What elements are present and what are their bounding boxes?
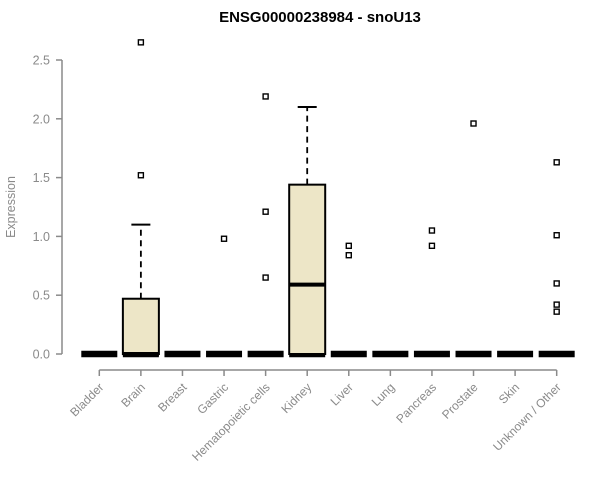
y-tick-label: 2.0 [33, 112, 50, 126]
x-tick-label-prostate: Prostate [439, 380, 481, 422]
x-tick-label-liver: Liver [328, 380, 356, 408]
box-rect [288, 183, 327, 355]
zero-bar [247, 350, 284, 358]
x-tick-label-pancreas: Pancreas [393, 380, 439, 426]
box-group-hematopoietic-cells [247, 93, 284, 358]
outlier-marker [137, 39, 145, 46]
zero-bar [413, 350, 450, 358]
x-tick-label-skin: Skin [496, 380, 522, 406]
outlier-marker [345, 242, 352, 250]
x-tick-label-kidney: Kidney [278, 380, 314, 416]
x-tick-label-brain: Brain [118, 380, 148, 410]
outlier-marker [262, 208, 269, 215]
zero-bar [455, 350, 492, 358]
box-rect [121, 297, 160, 355]
box-group-kidney [288, 106, 327, 358]
chart-title: ENSG00000238984 - snoU13 [219, 9, 421, 26]
x-tick-label-bladder: Bladder [67, 380, 106, 419]
box-group-breast [164, 350, 201, 358]
y-tick-label: 1.5 [33, 171, 50, 185]
zero-bar [206, 350, 243, 358]
y-axis: 0.0 0.5 1.0 1.5 2.0 2.5 [33, 54, 63, 362]
plot-area [81, 39, 575, 358]
outlier-marker [428, 242, 436, 250]
outlier-marker [262, 274, 269, 281]
zero-bar [330, 350, 367, 358]
zero-bar [372, 350, 409, 358]
outlier-marker [137, 172, 145, 179]
zero-bar [81, 350, 118, 358]
box-group-liver [330, 242, 367, 358]
y-tick-label: 1.0 [33, 230, 50, 244]
outlier-marker [262, 93, 269, 100]
y-tick-label: 2.5 [33, 54, 50, 68]
outlier-marker [553, 301, 560, 308]
box-group-gastric [206, 235, 243, 358]
outlier-marker [345, 252, 352, 259]
outlier-marker [470, 120, 477, 127]
box-group-lung [372, 350, 409, 358]
x-tick-label-lung: Lung [369, 380, 398, 409]
x-tick-label-hematopoietic-cells: Hematopoietic cells [189, 380, 272, 463]
outlier-marker [553, 159, 560, 166]
y-axis-label: Expression [4, 176, 18, 238]
outlier-marker [553, 308, 560, 315]
zero-bar [538, 350, 575, 358]
box-group-bladder [81, 350, 118, 358]
outlier-marker [553, 280, 560, 287]
box-group-unknown-other [538, 159, 575, 358]
x-tick-label-gastric: Gastric [194, 380, 231, 417]
box-group-brain [121, 39, 160, 358]
x-tick-label-breast: Breast [155, 380, 190, 415]
y-tick-label: 0.0 [33, 348, 50, 362]
zero-bar [164, 350, 201, 358]
y-tick-label: 0.5 [33, 289, 50, 303]
outlier-marker [553, 232, 560, 239]
box-group-prostate [455, 120, 492, 358]
box-group-skin [497, 350, 534, 358]
zero-bar [497, 350, 534, 358]
box-group-pancreas [413, 227, 450, 358]
outlier-marker [428, 227, 436, 234]
outlier-marker [220, 235, 228, 242]
